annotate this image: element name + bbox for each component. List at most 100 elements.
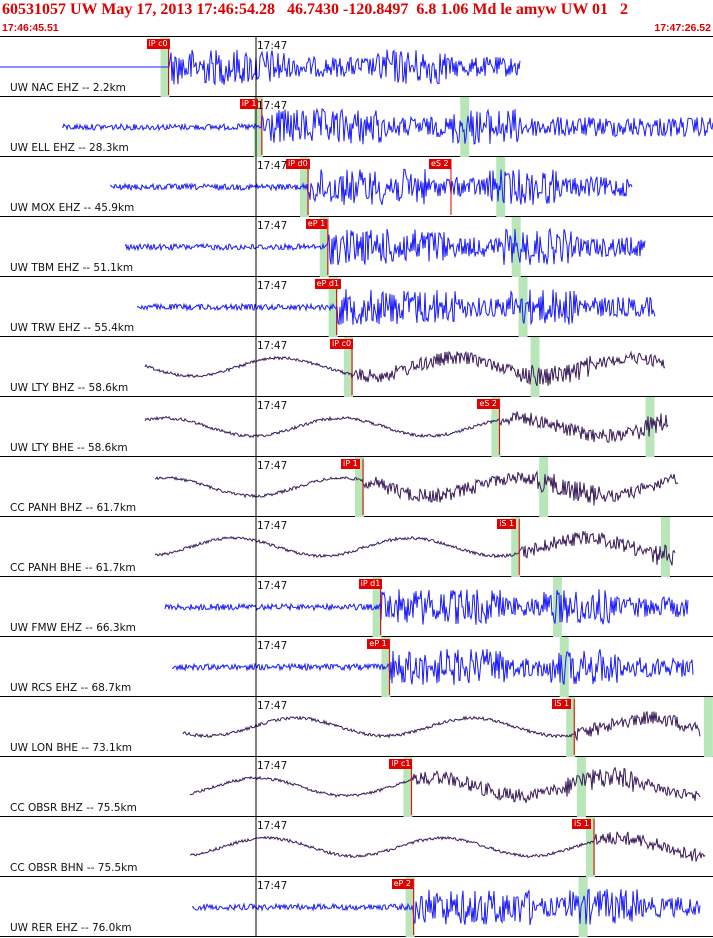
waveform[interactable] [191,888,701,926]
waveform[interactable] [154,470,679,506]
station-label: CC PANH BHZ -- 61.7km [10,502,137,514]
waveform[interactable] [124,227,646,266]
trace-row[interactable] [0,517,713,577]
s-window [578,877,588,937]
trace-row[interactable] [0,877,713,937]
window-end-time: 17:47:26.52 [654,22,711,34]
window-start-time: 17:46:45.51 [2,22,59,34]
station-label: UW MOX EHZ -- 45.9km [10,202,135,214]
s-window [559,637,569,697]
time-mark: 17:47 [257,220,288,232]
p-window [403,757,413,817]
s-window [703,697,713,757]
event-header: 60531057 UW May 17, 2013 17:46:54.28 46.… [0,0,713,36]
waveform[interactable] [182,711,701,742]
p-window [253,97,263,157]
waveform[interactable] [61,107,713,145]
time-mark: 17:47 [257,40,288,52]
trace-row[interactable] [0,697,713,757]
pick-tag[interactable]: iP d1 [358,579,383,589]
pick-tag[interactable]: eS 2 [477,399,500,409]
p-window [405,877,415,937]
station-label: UW ELL EHZ -- 28.3km [10,142,129,154]
waveform[interactable] [154,530,676,566]
p-window [344,337,353,397]
time-mark: 17:47 [257,640,288,652]
time-mark: 17:47 [257,160,288,172]
trace-row[interactable] [0,337,713,397]
waveform[interactable] [189,831,706,862]
station-label: CC PANH BHE -- 61.7km [10,562,136,574]
p-window [355,457,364,517]
time-mark: 17:47 [257,280,288,292]
time-mark: 17:47 [257,820,288,832]
s-window [518,277,528,337]
waveform[interactable] [0,49,521,86]
time-mark: 17:47 [257,520,288,532]
s-window [530,337,540,397]
trace-row[interactable] [0,637,713,697]
trace-row[interactable] [0,577,713,637]
trace-row[interactable] [0,37,713,97]
station-label: UW LON BHE -- 73.1km [10,742,133,754]
waveform[interactable] [171,649,694,685]
pick-tag[interactable]: iP c0 [330,339,354,349]
time-mark: 17:47 [257,100,288,112]
pick-tag[interactable]: iP c1 [389,759,413,769]
s-window [460,97,470,157]
time-mark: 17:47 [257,340,288,352]
time-mark: 17:47 [257,580,288,592]
waveform[interactable] [189,766,701,803]
waveform[interactable] [144,350,665,386]
pick-tag[interactable]: eP d1 [314,279,342,289]
pick-tag[interactable]: iP 1 [239,99,259,109]
p-window [566,697,576,757]
s-window [511,217,521,277]
pick-tag[interactable]: eP 1 [367,639,389,649]
time-mark: 17:47 [257,460,288,472]
pick-tag[interactable]: iP c0 [146,39,170,49]
time-mark: 17:47 [257,700,288,712]
trace-row[interactable] [0,97,713,157]
waveform[interactable] [144,411,669,443]
trace-row[interactable] [0,817,713,877]
pick-tag[interactable]: eP 1 [305,219,328,229]
time-mark: 17:47 [257,880,288,892]
station-label: CC OBSR BHZ -- 75.5km [10,802,137,814]
waveform[interactable] [109,168,633,205]
station-label: UW LTY BHZ -- 58.6km [10,382,129,394]
station-label: UW TBM EHZ -- 51.1km [10,262,134,274]
p-window [586,817,595,877]
station-label: UW RCS EHZ -- 68.7km [10,682,132,694]
event-title: 60531057 UW May 17, 2013 17:46:54.28 46.… [2,1,629,18]
trace-row[interactable] [0,457,713,517]
trace-row[interactable] [0,217,713,277]
pick-tag[interactable]: eP 2 [391,879,413,889]
waveform[interactable] [136,289,656,326]
p-window [328,277,338,337]
trace-row[interactable] [0,397,713,457]
s-window [552,577,562,637]
s-window [660,517,670,577]
trace-row[interactable] [0,157,713,217]
waveform[interactable] [164,589,689,625]
time-mark: 17:47 [257,760,288,772]
pick-tag[interactable]: iS 1 [497,519,517,529]
station-label: UW LTY BHE -- 58.6km [10,442,128,454]
pick-tag[interactable]: iS 1 [552,699,572,709]
pick-tag[interactable]: eS 2 [429,159,451,169]
station-label: CC OBSR BHN -- 75.5km [10,862,138,874]
p-window [491,397,501,457]
trace-row[interactable] [0,277,713,337]
pick-tag[interactable]: iP 1 [341,459,360,469]
pick-tag[interactable]: iP d0 [286,159,310,169]
p-window [511,517,521,577]
trace-row[interactable] [0,757,713,817]
pick-tag[interactable]: iS 1 [572,819,591,829]
time-mark: 17:47 [257,400,288,412]
station-label: UW TRW EHZ -- 55.4km [10,322,135,334]
station-label: UW RER EHZ -- 76.0km [10,922,132,934]
station-label: UW FMW EHZ -- 66.3km [10,622,136,634]
